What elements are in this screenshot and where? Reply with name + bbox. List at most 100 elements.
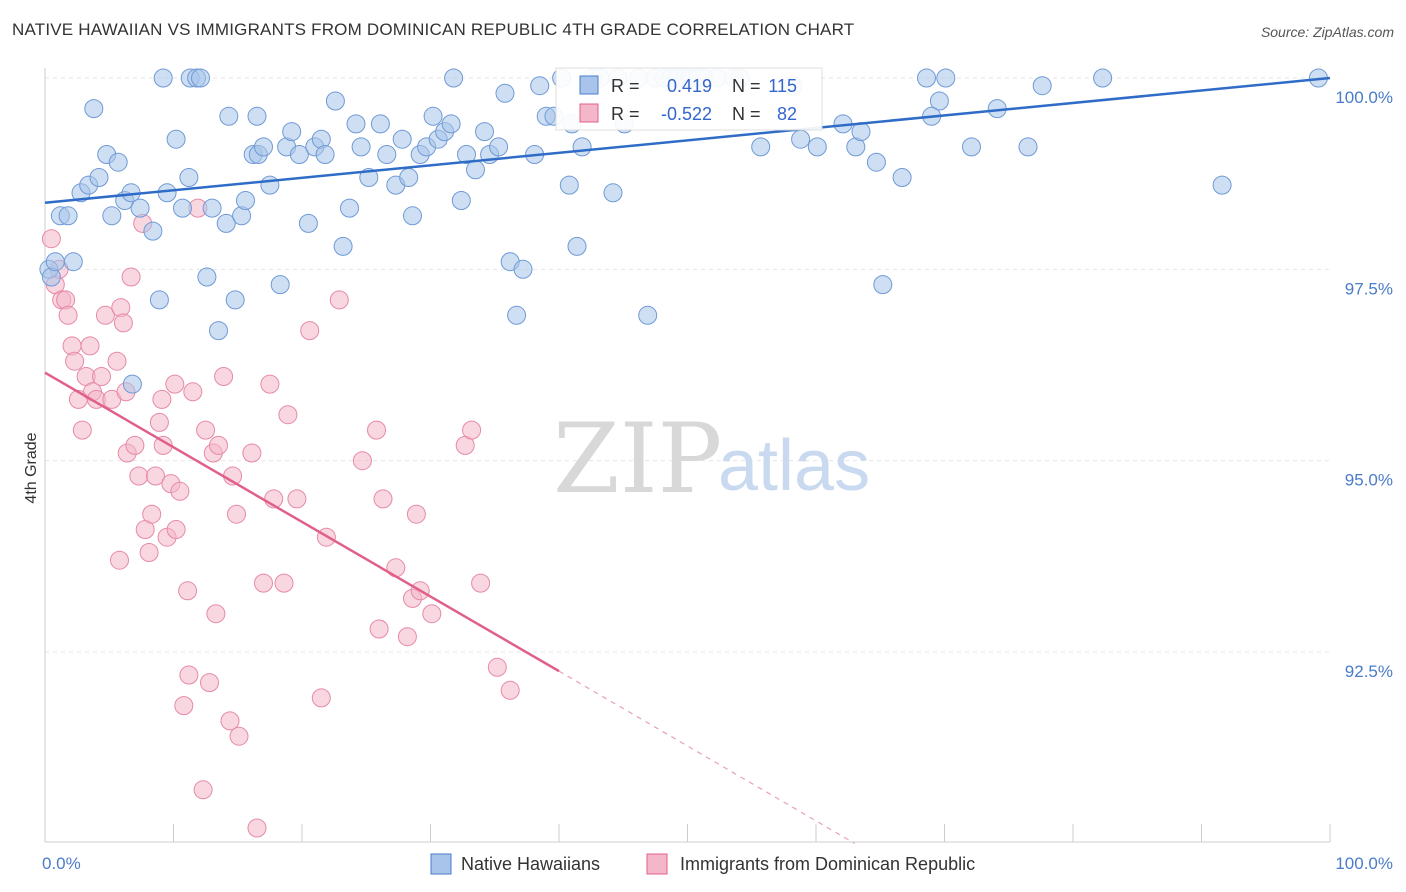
point-dominican bbox=[397, 627, 417, 647]
point-dominican bbox=[200, 673, 219, 693]
point-hawaiian bbox=[751, 137, 771, 157]
point-hawaiian bbox=[1212, 175, 1232, 195]
point-hawaiian bbox=[403, 206, 422, 226]
point-hawaiian bbox=[209, 321, 228, 341]
series-hawaiian-points bbox=[39, 68, 1328, 394]
point-hawaiian bbox=[282, 122, 302, 142]
point-dominican bbox=[287, 489, 307, 509]
point-hawaiian bbox=[166, 129, 186, 149]
point-dominican bbox=[229, 726, 249, 746]
point-dominican bbox=[274, 573, 294, 593]
point-hawaiian bbox=[638, 305, 658, 325]
point-hawaiian bbox=[346, 114, 366, 134]
point-hawaiian bbox=[149, 290, 169, 310]
y-tick-label: 92.5% bbox=[1345, 662, 1393, 681]
point-hawaiian bbox=[1032, 76, 1052, 96]
point-dominican bbox=[183, 382, 203, 402]
point-dominican bbox=[65, 351, 85, 371]
legend-label-dominican: Immigrants from Dominican Republic bbox=[680, 854, 975, 874]
point-hawaiian bbox=[866, 152, 886, 172]
stats-legend: R = 0.419 N = 115 R = -0.522 N = 82 bbox=[555, 67, 823, 131]
point-dominican bbox=[139, 543, 159, 562]
point-hawaiian bbox=[219, 106, 239, 126]
point-dominican bbox=[142, 504, 162, 524]
watermark-zip: ZIP bbox=[553, 403, 722, 515]
legend-label-hawaiians: Native Hawaiians bbox=[461, 854, 600, 874]
point-hawaiian bbox=[603, 183, 623, 203]
point-hawaiian bbox=[451, 191, 471, 210]
point-hawaiian bbox=[475, 122, 494, 142]
point-dominican bbox=[500, 680, 520, 700]
stats-n-label-1: N = bbox=[732, 76, 761, 96]
point-hawaiian bbox=[270, 275, 290, 295]
point-hawaiian bbox=[572, 137, 592, 157]
point-dominican bbox=[206, 604, 226, 624]
x-tick-min: 0.0% bbox=[42, 854, 81, 873]
point-dominican bbox=[166, 520, 186, 539]
point-hawaiian bbox=[392, 129, 412, 149]
point-hawaiian bbox=[130, 198, 150, 218]
point-dominican bbox=[107, 351, 127, 371]
point-hawaiian bbox=[216, 213, 236, 233]
point-hawaiian bbox=[298, 213, 318, 233]
point-dominican bbox=[214, 367, 234, 386]
stats-n-value-1: 115 bbox=[768, 76, 797, 96]
stats-r-value-2: -0.522 bbox=[661, 104, 712, 124]
point-dominican bbox=[329, 290, 349, 310]
point-hawaiian bbox=[513, 259, 533, 279]
point-hawaiian bbox=[466, 160, 485, 180]
y-tick-label: 100.0% bbox=[1335, 88, 1393, 107]
point-dominican bbox=[209, 435, 228, 455]
point-hawaiian bbox=[122, 374, 142, 394]
point-hawaiian bbox=[917, 68, 936, 88]
stats-n-value-2: 82 bbox=[777, 104, 797, 124]
point-dominican bbox=[471, 573, 491, 593]
point-hawaiian bbox=[325, 91, 345, 111]
point-hawaiian bbox=[1018, 137, 1038, 157]
point-dominican bbox=[254, 573, 273, 593]
point-dominican bbox=[174, 696, 194, 716]
point-dominican bbox=[179, 665, 199, 685]
point-hawaiian bbox=[807, 137, 827, 157]
point-dominican bbox=[178, 581, 198, 601]
point-dominican bbox=[170, 481, 190, 501]
point-hawaiian bbox=[441, 114, 461, 134]
point-hawaiian bbox=[191, 68, 210, 88]
point-dominican bbox=[72, 420, 92, 440]
point-hawaiian bbox=[247, 106, 267, 126]
point-hawaiian bbox=[236, 191, 255, 210]
trend-line-dominican-extension bbox=[558, 670, 855, 844]
point-dominican bbox=[260, 374, 280, 394]
point-dominican bbox=[92, 367, 111, 386]
point-hawaiian bbox=[559, 175, 579, 195]
point-dominican bbox=[462, 420, 482, 440]
point-hawaiian bbox=[153, 68, 173, 88]
point-dominican bbox=[58, 305, 78, 325]
point-dominican bbox=[247, 818, 267, 838]
point-hawaiian bbox=[289, 145, 309, 164]
point-hawaiian bbox=[495, 83, 515, 103]
watermark: ZIP atlas bbox=[553, 403, 870, 515]
point-dominican bbox=[193, 780, 213, 800]
point-hawaiian bbox=[791, 129, 811, 149]
point-hawaiian bbox=[370, 114, 390, 134]
point-hawaiian bbox=[423, 106, 443, 126]
point-hawaiian bbox=[63, 252, 83, 272]
point-dominican bbox=[373, 489, 393, 509]
legend-swatch-dominican bbox=[646, 853, 668, 875]
chart-title: NATIVE HAWAIIAN VS IMMIGRANTS FROM DOMIN… bbox=[12, 20, 855, 39]
watermark-atlas: atlas bbox=[718, 426, 870, 506]
point-hawaiian bbox=[507, 305, 527, 325]
stats-r-label-1: R = bbox=[611, 76, 640, 96]
point-hawaiian bbox=[45, 252, 65, 272]
point-dominican bbox=[487, 657, 507, 677]
point-dominican bbox=[110, 550, 129, 570]
point-hawaiian bbox=[1093, 68, 1113, 88]
point-hawaiian bbox=[351, 137, 371, 157]
point-hawaiian bbox=[892, 168, 912, 187]
point-hawaiian bbox=[260, 175, 280, 195]
point-dominican bbox=[311, 688, 331, 708]
point-hawaiian bbox=[143, 221, 163, 241]
point-hawaiian bbox=[58, 206, 78, 226]
